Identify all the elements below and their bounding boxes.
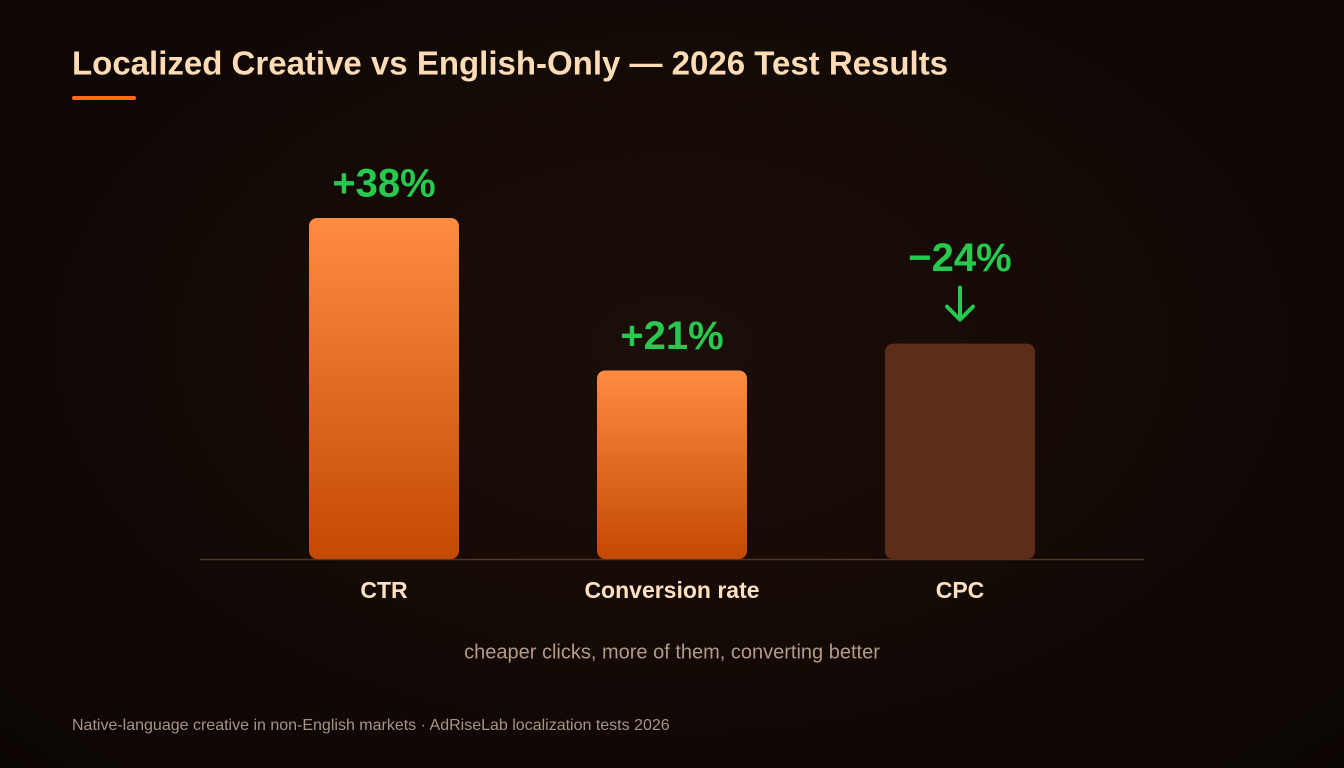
chart-title: Localized Creative vs English-Only — 202…: [72, 45, 948, 82]
x-tick-label: Conversion rate: [584, 577, 759, 603]
subtitle: cheaper clicks, more of them, converting…: [464, 641, 880, 663]
value-label: +38%: [332, 162, 435, 206]
x-tick-label: CTR: [360, 577, 408, 603]
source: Native-language creative in non-English …: [72, 717, 670, 734]
value-label: −24%: [908, 236, 1011, 280]
bar: [885, 343, 1035, 559]
bar: [597, 370, 747, 559]
bar: [309, 218, 459, 559]
value-label: +21%: [620, 314, 723, 358]
x-tick-label: CPC: [936, 577, 985, 603]
title-underline: [72, 96, 136, 100]
down-arrow: [945, 285, 975, 322]
